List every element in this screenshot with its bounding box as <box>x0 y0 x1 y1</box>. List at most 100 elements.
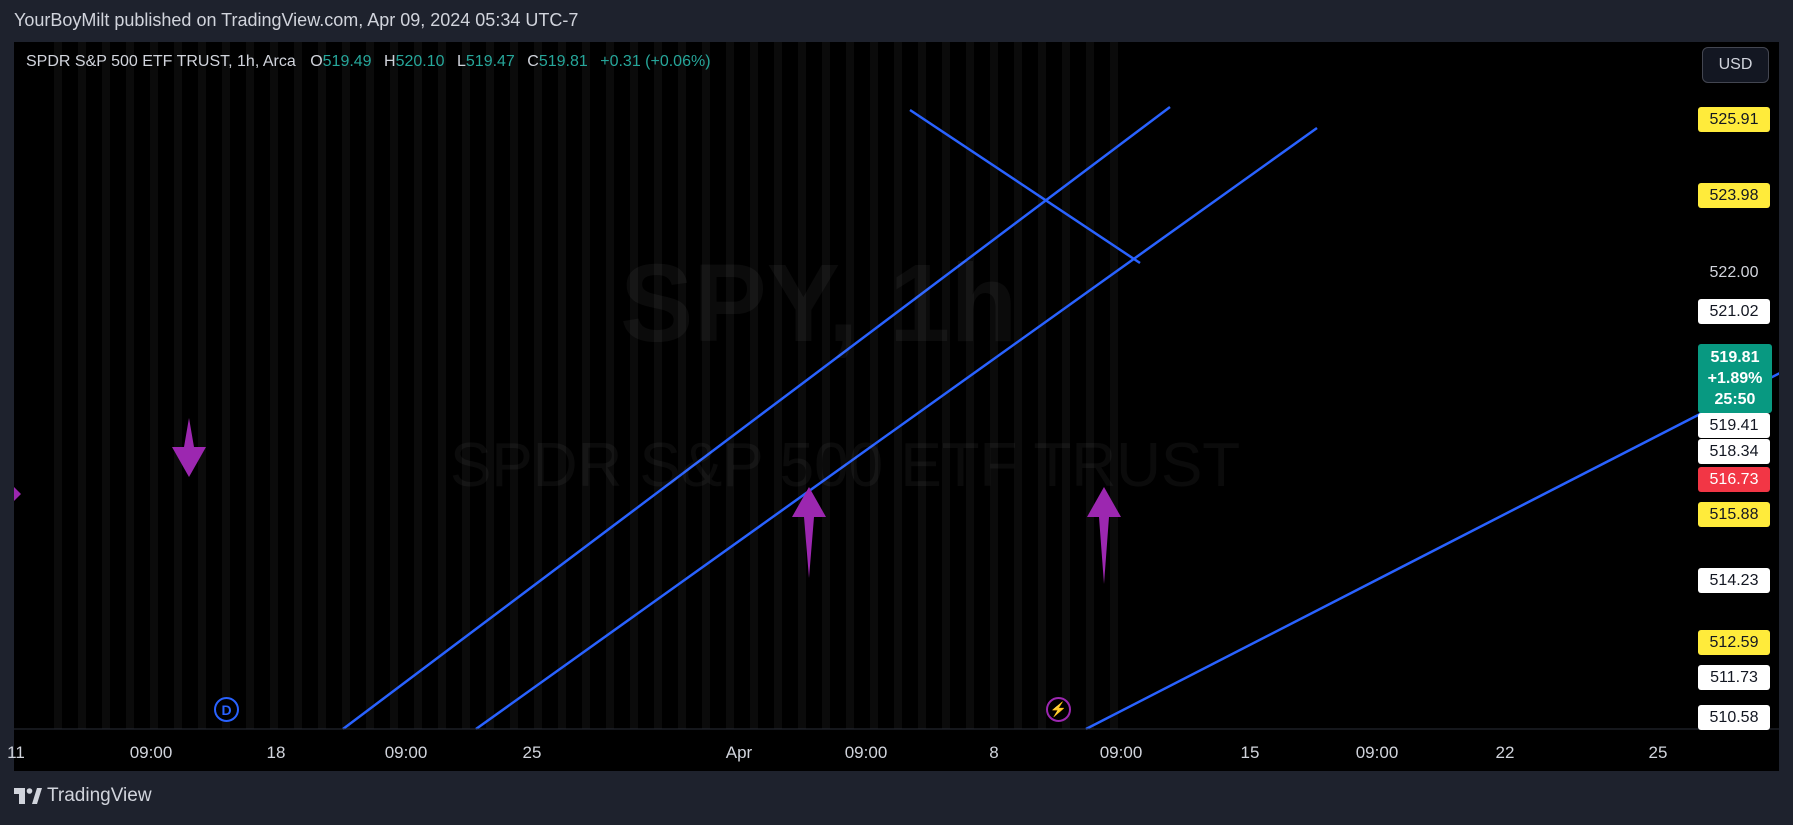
session-shade <box>414 42 422 729</box>
session-shade <box>126 42 134 729</box>
session-shade <box>1014 42 1022 729</box>
price-label-515-88: 515.88 <box>1698 502 1770 527</box>
session-shade <box>750 42 758 729</box>
session-shade <box>774 42 782 729</box>
price-label-510-58: 510.58 <box>1698 705 1770 730</box>
session-shade <box>1110 42 1118 729</box>
price-label-521-02: 521.02 <box>1698 299 1770 324</box>
session-shade <box>990 42 998 729</box>
x-tick-7: 8 <box>989 743 999 762</box>
session-shade <box>486 42 494 729</box>
currency-button[interactable]: USD <box>1702 47 1769 83</box>
price-label-525-91: 525.91 <box>1698 107 1770 132</box>
low-label: L <box>456 53 466 70</box>
session-shade <box>726 42 734 729</box>
channel-line-1 <box>475 126 1318 731</box>
session-shade <box>822 42 830 729</box>
x-tick-9: 15 <box>1240 743 1260 762</box>
chart-area[interactable] <box>14 42 1779 771</box>
session-shade <box>1062 42 1070 729</box>
high-value: 520.10 <box>395 53 445 70</box>
arrow-up-icon <box>792 487 826 578</box>
session-shade <box>78 42 86 729</box>
channel-line-0 <box>342 106 1171 730</box>
session-shade <box>150 42 158 729</box>
x-tick-0: 11 <box>7 743 25 762</box>
price-label-522-00: 522.00 <box>1709 263 1759 281</box>
session-shade <box>606 42 614 729</box>
watermark-name: SPDR S&P 500 ETF TRUST <box>450 430 1240 501</box>
dividend-marker[interactable]: D <box>214 697 239 722</box>
left-edge-arrow-icon <box>14 487 21 501</box>
session-shade <box>534 42 542 729</box>
symbol-title[interactable]: SPDR S&P 500 ETF TRUST, 1h, Arca <box>26 53 296 70</box>
session-shade <box>942 42 950 729</box>
session-shade <box>390 42 398 729</box>
price-label-511-73: 511.73 <box>1698 665 1770 690</box>
close-label: C <box>527 53 539 70</box>
session-shade <box>798 42 806 729</box>
last-price-change: +1.89% <box>1707 370 1763 387</box>
session-shade <box>222 42 230 729</box>
session-shade <box>270 42 278 729</box>
channel-line-3 <box>909 108 1141 265</box>
channel-line-2 <box>1085 372 1779 731</box>
last-price-value: 519.81 <box>1710 349 1760 366</box>
last-price-badge: 519.81 +1.89% 25:50 <box>1698 344 1772 413</box>
session-shade <box>462 42 470 729</box>
session-shade <box>870 42 878 729</box>
session-shade <box>294 42 302 729</box>
earnings-marker[interactable]: ⚡ <box>1046 697 1071 722</box>
x-tick-4: 25 <box>522 743 542 762</box>
publisher-text: YourBoyMilt published on TradingView.com… <box>14 10 579 30</box>
session-shade <box>678 42 686 729</box>
session-shade <box>966 42 974 729</box>
session-shade <box>654 42 662 729</box>
session-shade <box>918 42 926 729</box>
footer-bar <box>0 771 1793 825</box>
session-shade <box>894 42 902 729</box>
x-tick-10: 09:00 <box>1355 743 1399 762</box>
x-tick-3: 09:00 <box>384 743 428 762</box>
session-shade <box>342 42 350 729</box>
price-label-514-23: 514.23 <box>1698 568 1770 593</box>
session-shade <box>702 42 710 729</box>
arrow-up-icon <box>1087 487 1121 584</box>
session-shade <box>558 42 566 729</box>
low-value: 519.47 <box>465 53 515 70</box>
session-shade <box>246 42 254 729</box>
session-shade <box>510 42 518 729</box>
x-tick-5: Apr <box>725 743 753 762</box>
open-value: 519.49 <box>322 53 372 70</box>
x-tick-8: 09:00 <box>1099 743 1143 762</box>
arrow-down-icon <box>172 418 206 477</box>
change-value: +0.31 (+0.06%) <box>600 53 711 70</box>
x-tick-11: 22 <box>1495 743 1515 762</box>
x-tick-1: 09:00 <box>129 743 173 762</box>
session-shade <box>438 42 446 729</box>
session-shade <box>1086 42 1094 729</box>
session-shade <box>198 42 206 729</box>
open-label: O <box>310 53 323 70</box>
session-shade <box>54 42 62 729</box>
price-label-523-98: 523.98 <box>1698 183 1770 208</box>
x-tick-12: 25 <box>1648 743 1668 762</box>
tradingview-brand-text: TradingView <box>47 785 152 806</box>
lightning-icon: ⚡ <box>1049 701 1068 717</box>
high-label: H <box>384 53 396 70</box>
session-shade <box>318 42 326 729</box>
x-tick-6: 09:00 <box>844 743 888 762</box>
tradingview-logo-icon <box>14 788 42 804</box>
price-label-516-73: 516.73 <box>1698 467 1770 492</box>
session-shade <box>174 42 182 729</box>
session-shade <box>1038 42 1046 729</box>
price-label-518-34: 518.34 <box>1698 439 1770 464</box>
session-shade <box>102 42 110 729</box>
chart-canvas[interactable] <box>14 42 1779 771</box>
session-shade <box>846 42 854 729</box>
session-shade <box>582 42 590 729</box>
tradingview-logo[interactable]: TradingView <box>14 785 152 807</box>
bar-countdown: 25:50 <box>1714 391 1756 408</box>
price-label-519-41: 519.41 <box>1698 413 1770 438</box>
session-shade <box>366 42 374 729</box>
